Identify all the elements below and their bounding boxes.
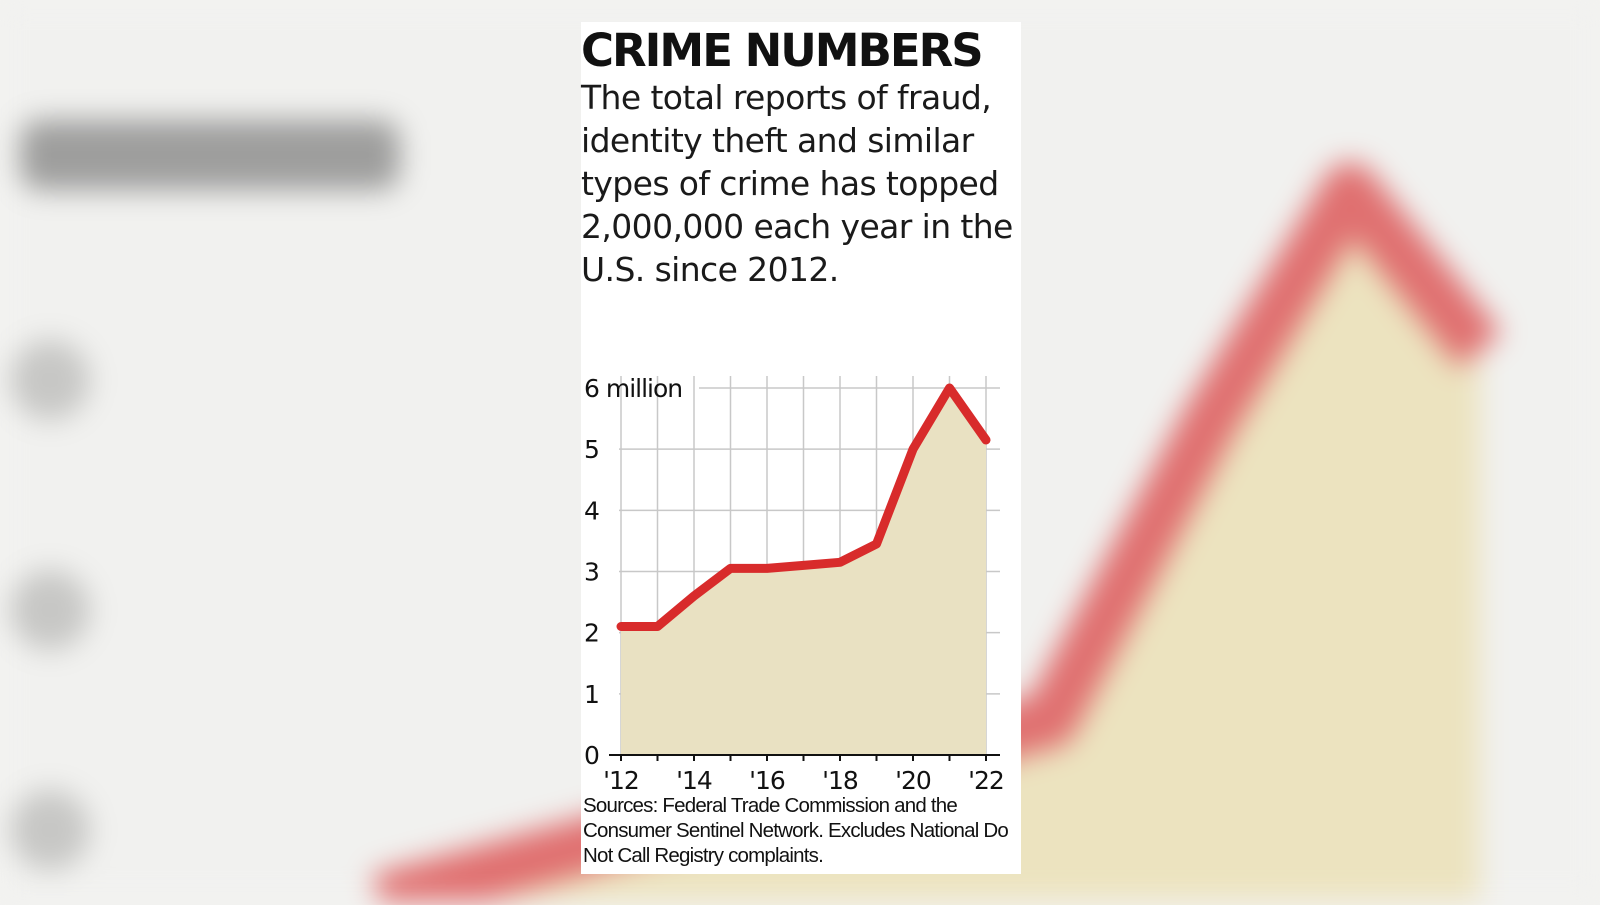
x-tick-label: '14 <box>676 766 712 792</box>
x-tick-label: '12 <box>603 766 639 792</box>
crime-reports-chart: 0 1 2 3 4 5 6 million '12 '14 '16 '18 '20 '22 <box>584 374 1005 792</box>
y-tick-label: 0 <box>584 741 599 770</box>
headline: CRIME NUMBERS <box>581 24 984 77</box>
y-tick-label: 3 <box>584 558 599 587</box>
series-line <box>616 383 991 631</box>
x-tick-labels: '12 '14 '16 '18 '20 '22 <box>603 766 1005 792</box>
y-tick-labels: 0 1 2 3 4 5 6 million <box>584 374 683 770</box>
y-tick-label: 4 <box>584 496 599 525</box>
x-tick-label: '22 <box>968 766 1004 792</box>
y-tick-label: 5 <box>584 435 599 464</box>
x-tick-label: '16 <box>749 766 785 792</box>
x-tick-label: '20 <box>895 766 931 792</box>
graphic-card: CRIME NUMBERS The total reports of fraud… <box>581 22 1021 874</box>
y-tick-label: 2 <box>584 619 599 648</box>
y-tick-label: 6 million <box>584 374 682 403</box>
x-tick-label: '18 <box>822 766 858 792</box>
axes <box>609 754 1000 761</box>
sources-note: Sources: Federal Trade Commission and th… <box>583 794 1009 867</box>
y-tick-label: 1 <box>584 680 599 709</box>
subhead: The total reports of fraud, identity the… <box>581 78 1013 289</box>
area-fill <box>621 388 986 755</box>
